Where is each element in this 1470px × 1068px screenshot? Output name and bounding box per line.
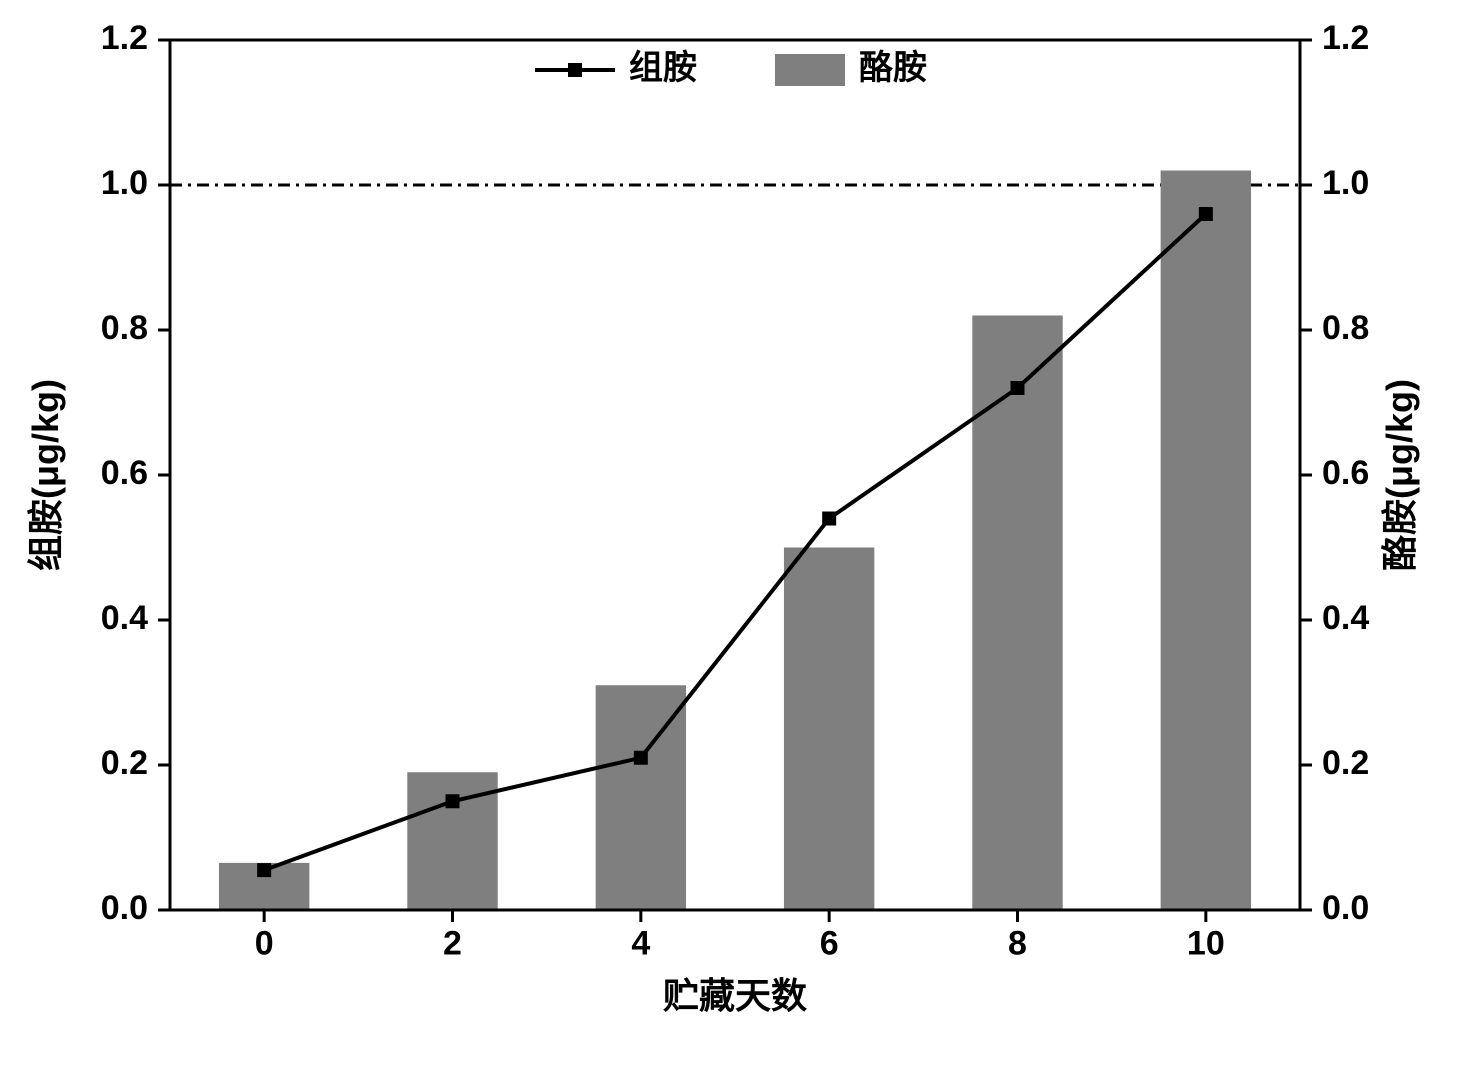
x-tick-label: 2 — [443, 924, 462, 962]
line-marker — [1199, 207, 1213, 221]
y-right-tick-label: 0.6 — [1322, 454, 1369, 492]
line-marker — [446, 794, 460, 808]
y-right-tick-label: 1.0 — [1322, 164, 1369, 202]
x-tick-label: 6 — [820, 924, 839, 962]
y-right-axis-title: 酪胺(μg/kg) — [1379, 379, 1420, 571]
x-tick-label: 4 — [631, 924, 650, 962]
legend-line-marker — [568, 63, 582, 77]
y-left-tick-label: 0.0 — [101, 889, 148, 927]
x-tick-label: 0 — [255, 924, 274, 962]
y-left-tick-label: 0.6 — [101, 454, 148, 492]
bar — [1161, 171, 1251, 911]
legend-bar-swatch — [775, 54, 845, 86]
legend-label-line: 组胺 — [629, 49, 697, 87]
y-right-tick-label: 0.8 — [1322, 309, 1369, 347]
x-axis-title: 贮藏天数 — [663, 975, 807, 1016]
line-marker — [822, 512, 836, 526]
y-right-tick-label: 0.4 — [1322, 599, 1369, 637]
chart-svg: 0.0 0.2 0.4 0.6 0.8 1.0 1.2 0.0 0.2 0.4 0.6 0.8 1.0 1… — [0, 0, 1470, 1068]
line-marker — [634, 751, 648, 765]
bar — [972, 316, 1062, 911]
line-marker — [1011, 381, 1025, 395]
y-left-tick-label: 0.4 — [101, 599, 148, 637]
y-right-tick-label: 1.2 — [1322, 19, 1369, 57]
bar — [784, 548, 874, 911]
y-right-tick-label: 0.0 — [1322, 889, 1369, 927]
y-left-axis-title: 组胺(μg/kg) — [25, 379, 66, 571]
line-marker — [257, 863, 271, 877]
legend-label-bar: 酪胺 — [859, 49, 927, 87]
chart-container: 0.0 0.2 0.4 0.6 0.8 1.0 1.2 0.0 0.2 0.4 0.6 0.8 1.0 1… — [0, 0, 1470, 1068]
y-left-tick-label: 1.2 — [101, 19, 148, 57]
x-tick-label: 8 — [1008, 924, 1027, 962]
y-left-tick-label: 0.2 — [101, 744, 148, 782]
y-right-tick-label: 0.2 — [1322, 744, 1369, 782]
x-tick-label: 10 — [1187, 924, 1225, 962]
y-left-tick-label: 0.8 — [101, 309, 148, 347]
y-left-tick-label: 1.0 — [101, 164, 148, 202]
